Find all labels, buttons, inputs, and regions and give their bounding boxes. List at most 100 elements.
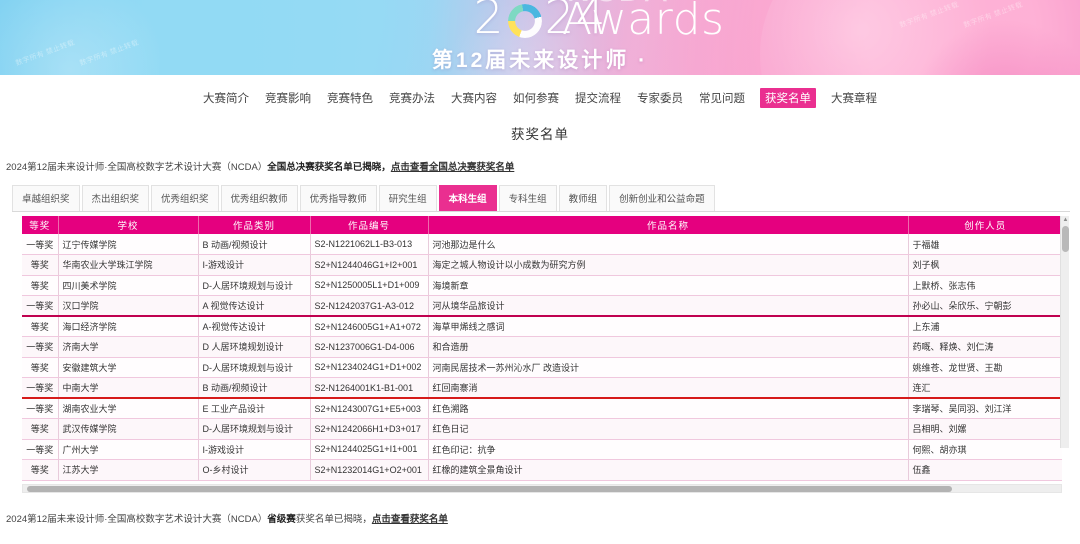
vertical-scrollbar[interactable]: ▲	[1060, 216, 1069, 448]
table-row[interactable]: 等奖 四川美术学院 D-人居环境规划与设计 S2+N1250005L1+D1+009 海…	[22, 275, 1062, 296]
table-row[interactable]: 等奖 华南农业大学珠江学院 I-游戏设计 S2+N1244046G1+I2+001 海定…	[22, 254, 1062, 276]
cell-category: A 视觉传达设计	[198, 295, 311, 317]
main-navigation: 大赛简介 竞赛影响 竞赛特色 竞赛办法 大赛内容 如何参赛 提交流程 专家委员 …	[0, 75, 1080, 113]
winners-table-container: 等奖 学校 作品类别 作品编号 作品名称 创作人员 一等奖 辽宁传媒学院 B 动画/…	[22, 216, 1069, 481]
tab-undergraduate-group[interactable]: 本科生组	[438, 185, 497, 211]
cell-rank: 等奖	[22, 357, 59, 378]
cell-code: S2+N1242066H1+D3+017	[310, 418, 429, 440]
cell-name: 红色印记：抗争	[428, 439, 909, 460]
banner-logo: 2 24 第12届未来设计师 ·	[0, 0, 1080, 74]
nav-item-rules[interactable]: 竞赛办法	[389, 93, 435, 105]
cell-name: 红橡的建筑全景角设计	[428, 459, 909, 481]
nav-item-submission[interactable]: 提交流程	[575, 93, 621, 105]
tab-outstanding-organization-award[interactable]: 杰出组织奖	[81, 185, 150, 211]
cell-category: E 工业产品设计	[198, 397, 311, 419]
column-header-school[interactable]: 学校	[58, 216, 199, 234]
tab-excellent-organization-award[interactable]: 卓越组织奖	[12, 185, 80, 211]
cell-code: S2+N1234024G1+D1+002	[310, 357, 429, 378]
nav-item-winners-list[interactable]: 获奖名单	[760, 88, 816, 108]
cell-school: 华南农业大学珠江学院	[58, 254, 199, 276]
tab-good-organizing-teacher[interactable]: 优秀组织教师	[220, 185, 298, 211]
table-row[interactable]: 等奖 海口经济学院 A-视觉传达设计 S2+N1246005G1+A1+072 海草甲烯…	[22, 316, 1062, 337]
tab-innovation-public-welfare[interactable]: 创新创业和公益命题	[609, 185, 715, 211]
cell-people: 孙必山、朵欣乐、宁朝彭	[908, 295, 1062, 317]
cell-people: 何熙、胡亦琪	[908, 439, 1062, 460]
nav-item-charter[interactable]: 大赛章程	[831, 93, 877, 105]
table-row[interactable]: 一等奖 广州大学 I-游戏设计 S2+N1244025G1+I1+001 红色印记：抗争…	[22, 439, 1062, 460]
nav-item-how-to-enter[interactable]: 如何参赛	[513, 93, 559, 105]
banner-ring-icon	[507, 3, 542, 38]
cell-code: S2+N1243007G1+E5+003	[310, 397, 429, 419]
table-row[interactable]: 一等奖 济南大学 D 人居环境规划设计 S2-N1237006G1-D4-006 和合造…	[22, 336, 1062, 358]
banner-subtitle: 第12届未来设计师 ·	[431, 49, 649, 72]
scroll-up-arrow-icon[interactable]: ▲	[1062, 217, 1069, 223]
column-header-people[interactable]: 创作人员	[908, 216, 1062, 234]
table-header: 等奖 学校 作品类别 作品编号 作品名称 创作人员	[22, 216, 1062, 234]
table-row[interactable]: 一等奖 汉口学院 A 视觉传达设计 S2-N1242037G1-A3-012 河从境华品…	[22, 295, 1062, 317]
horizontal-scrollbar-thumb[interactable]	[27, 485, 952, 492]
cell-name: 海草甲烯线之感词	[428, 316, 909, 337]
banner-year-24: 24	[544, 0, 607, 45]
cell-rank: 等奖	[22, 459, 59, 481]
vertical-scrollbar-thumb[interactable]	[1062, 226, 1069, 252]
column-header-code[interactable]: 作品编号	[310, 216, 429, 234]
cell-people: 伍鑫	[908, 459, 1062, 481]
cell-code: S2+N1246005G1+A1+072	[310, 316, 429, 337]
cell-rank: 一等奖	[22, 377, 59, 399]
nav-item-experts[interactable]: 专家委员	[637, 93, 683, 105]
bottom-notice-link[interactable]: 点击查看获奖名单	[371, 513, 448, 525]
horizontal-scrollbar[interactable]	[22, 483, 1062, 493]
top-notice-link[interactable]: 点击查看全国总决赛获奖名单	[390, 162, 515, 173]
banner-awards-text: Awards	[562, 0, 725, 45]
tab-good-organization-award[interactable]: 优秀组织奖	[151, 185, 219, 211]
tab-teacher-group[interactable]: 教师组	[558, 185, 608, 211]
cell-category: A-视觉传达设计	[198, 316, 311, 337]
nav-item-faq[interactable]: 常见问题	[699, 93, 745, 105]
column-header-name[interactable]: 作品名称	[428, 216, 909, 234]
cell-people: 李瑞琴、吴同羽、刘江洋	[908, 397, 1062, 419]
banner-ncda-text: NCDA	[566, 0, 669, 9]
cell-school: 广州大学	[58, 439, 199, 460]
column-header-category[interactable]: 作品类别	[198, 216, 311, 234]
cell-category: B 动画/视频设计	[198, 234, 311, 255]
table-header-row: 等奖 学校 作品类别 作品编号 作品名称 创作人员	[22, 216, 1062, 234]
cell-code: S2-N1242037G1-A3-012	[310, 295, 429, 317]
cell-name: 河南民居技术一苏州沁水厂 改造设计	[428, 357, 909, 378]
table-row[interactable]: 等奖 安徽建筑大学 D-人居环境规划与设计 S2+N1234024G1+D1+002 河…	[22, 357, 1062, 378]
cell-name: 河池那边是什么	[428, 234, 909, 255]
cell-name: 和合造册	[428, 336, 909, 358]
cell-people: 刘子枫	[908, 254, 1062, 276]
table-row[interactable]: 等奖 江苏大学 O-乡村设计 S2+N1232014G1+O2+001 红橡的建筑全景角…	[22, 459, 1062, 481]
cell-category: D-人居环境规划与设计	[198, 275, 311, 296]
cell-name: 海定之城人物设计以小成数为研究方例	[428, 254, 909, 276]
table-row[interactable]: 等奖 武汉传媒学院 D-人居环境规划与设计 S2+N1242066H1+D3+017 红…	[22, 418, 1062, 440]
tab-graduate-group[interactable]: 研究生组	[378, 185, 437, 211]
cell-rank: 一等奖	[22, 397, 59, 419]
table-row[interactable]: 一等奖 中南大学 B 动画/视频设计 S2-N1264001K1-B1-001 红回南寨…	[22, 377, 1062, 399]
banner-decoration-swirl-4	[0, 0, 160, 75]
nav-item-content[interactable]: 大赛内容	[451, 93, 497, 105]
cell-school: 辽宁传媒学院	[58, 234, 199, 255]
cell-rank: 等奖	[22, 418, 59, 440]
cell-name: 红回南寨消	[428, 377, 909, 399]
cell-school: 江苏大学	[58, 459, 199, 481]
cell-category: B 动画/视频设计	[198, 377, 311, 399]
nav-item-impact[interactable]: 竞赛影响	[265, 93, 311, 105]
tab-college-group[interactable]: 专科生组	[498, 185, 557, 211]
tab-good-advising-teacher[interactable]: 优秀指导教师	[299, 185, 377, 211]
cell-school: 四川美术学院	[58, 275, 199, 296]
table-row[interactable]: 一等奖 湖南农业大学 E 工业产品设计 S2+N1243007G1+E5+003 红色溯…	[22, 397, 1062, 419]
cell-people: 上默桥、张志伟	[908, 275, 1062, 296]
cell-people: 药嘅、释焕、刘仁涛	[908, 336, 1062, 358]
cell-people: 吕相明、刘嫘	[908, 418, 1062, 440]
nav-item-intro[interactable]: 大赛简介	[203, 93, 249, 105]
cell-school: 安徽建筑大学	[58, 357, 199, 378]
column-header-rank[interactable]: 等奖	[22, 216, 59, 234]
cell-category: I-游戏设计	[198, 254, 311, 276]
table-row[interactable]: 一等奖 辽宁传媒学院 B 动画/视频设计 S2-N1221062L1-B3-013 河池…	[22, 234, 1062, 255]
nav-item-features[interactable]: 竞赛特色	[327, 93, 373, 105]
cell-rank: 一等奖	[22, 336, 59, 358]
cell-rank: 等奖	[22, 254, 59, 276]
cell-category: D-人居环境规划与设计	[198, 357, 311, 378]
cell-code: S2+N1250005L1+D1+009	[310, 275, 429, 296]
